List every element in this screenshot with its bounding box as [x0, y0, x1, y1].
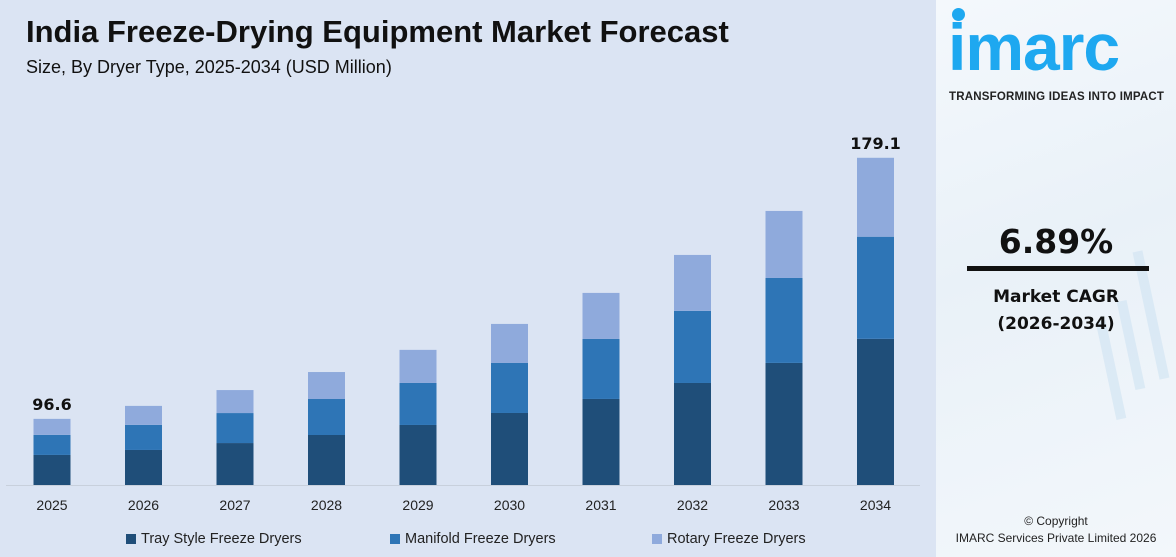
- legend-item: Manifold Freeze Dryers: [390, 531, 556, 547]
- cagr-label-text: Market CAGR: [993, 287, 1119, 307]
- x-tick-label: 2031: [585, 497, 616, 513]
- cagr-label: Market CAGR (2026-2034): [936, 284, 1176, 338]
- cagr-period: (2026-2034): [997, 314, 1115, 334]
- bar-segment-2027-manifold-freeze-dryers: [216, 413, 254, 444]
- x-tick-label: 2026: [128, 497, 159, 513]
- data-label-2034: 179.1: [850, 134, 901, 153]
- bar-segment-2027-tray-style-freeze-dryers: [216, 443, 254, 485]
- bar-segment-2029-manifold-freeze-dryers: [399, 382, 437, 425]
- x-tick-label: 2028: [311, 497, 342, 513]
- legend-label: Tray Style Freeze Dryers: [141, 531, 302, 547]
- bar-segment-2026-rotary-freeze-dryers: [125, 405, 162, 425]
- cagr-divider: [967, 266, 1149, 271]
- bar-segment-2026-tray-style-freeze-dryers: [125, 449, 162, 485]
- chart-panel: India Freeze-Drying Equipment Market For…: [6, 14, 920, 547]
- legend-item: Rotary Freeze Dryers: [652, 531, 806, 547]
- x-tick-label: 2034: [860, 497, 891, 513]
- x-tick-label: 2032: [677, 497, 708, 513]
- bar-segment-2029-tray-style-freeze-dryers: [399, 424, 437, 485]
- bar-segment-2031-tray-style-freeze-dryers: [582, 398, 620, 485]
- bar-segment-2025-rotary-freeze-dryers: [33, 418, 71, 435]
- x-tick-label: 2025: [36, 497, 67, 513]
- x-tick-label: 2033: [768, 497, 799, 513]
- x-tick-label: 2030: [494, 497, 525, 513]
- legend-item: Tray Style Freeze Dryers: [126, 531, 302, 547]
- x-tick-label: 2029: [402, 497, 433, 513]
- stacked-bar-chart: 2025 96.6 2026 2027 2028 2029 2030 2031 2032 2033…: [6, 134, 920, 513]
- legend-swatch: [126, 534, 136, 544]
- copyright-line-1: © Copyright: [1024, 514, 1088, 528]
- brand-panel: imarc TRANSFORMING IDEAS INTO IMPACT 6.8…: [936, 0, 1176, 557]
- bar-segment-2033-rotary-freeze-dryers: [765, 210, 803, 278]
- bar-segment-2030-tray-style-freeze-dryers: [491, 412, 528, 485]
- bar-segment-2032-tray-style-freeze-dryers: [674, 382, 711, 485]
- bar-segment-2031-rotary-freeze-dryers: [582, 292, 620, 339]
- bar-segment-2034-rotary-freeze-dryers: [857, 157, 894, 237]
- chart-title: India Freeze-Drying Equipment Market For…: [26, 14, 729, 49]
- bar-segment-2027-rotary-freeze-dryers: [216, 390, 254, 414]
- legend-swatch: [390, 534, 400, 544]
- bar-segment-2034-tray-style-freeze-dryers: [857, 338, 894, 485]
- bar-segment-2028-rotary-freeze-dryers: [308, 372, 345, 400]
- bar-segment-2029-rotary-freeze-dryers: [399, 349, 437, 383]
- logo-tagline: TRANSFORMING IDEAS INTO IMPACT: [949, 91, 1165, 103]
- bar-segment-2032-manifold-freeze-dryers: [674, 310, 711, 383]
- legend-swatch: [652, 534, 662, 544]
- bar-segment-2033-tray-style-freeze-dryers: [765, 362, 803, 485]
- x-tick-label: 2027: [219, 497, 250, 513]
- bar-segment-2028-tray-style-freeze-dryers: [308, 435, 345, 485]
- copyright-line-2: IMARC Services Private Limited 2026: [955, 531, 1157, 545]
- bar-segment-2025-tray-style-freeze-dryers: [33, 454, 71, 485]
- bar-segment-2025-manifold-freeze-dryers: [33, 434, 71, 455]
- imarc-logo: imarc: [948, 10, 1120, 84]
- bar-segment-2026-manifold-freeze-dryers: [125, 424, 162, 450]
- logo-dot: [952, 8, 965, 21]
- bar-segment-2033-manifold-freeze-dryers: [765, 277, 803, 363]
- bar-segment-2034-manifold-freeze-dryers: [857, 236, 894, 339]
- bar-segment-2028-manifold-freeze-dryers: [308, 399, 345, 436]
- copyright: © Copyright IMARC Services Private Limit…: [936, 513, 1176, 547]
- data-label-2025: 96.6: [32, 395, 71, 414]
- cagr-value: 6.89%: [998, 222, 1114, 261]
- bar-segment-2032-rotary-freeze-dryers: [674, 254, 711, 311]
- chart-subtitle: Size, By Dryer Type, 2025-2034 (USD Mill…: [26, 57, 392, 77]
- legend-label: Manifold Freeze Dryers: [405, 531, 556, 547]
- bar-segment-2030-manifold-freeze-dryers: [491, 362, 528, 413]
- bar-segment-2030-rotary-freeze-dryers: [491, 323, 528, 363]
- bar-segment-2031-manifold-freeze-dryers: [582, 338, 620, 399]
- legend-label: Rotary Freeze Dryers: [667, 531, 806, 547]
